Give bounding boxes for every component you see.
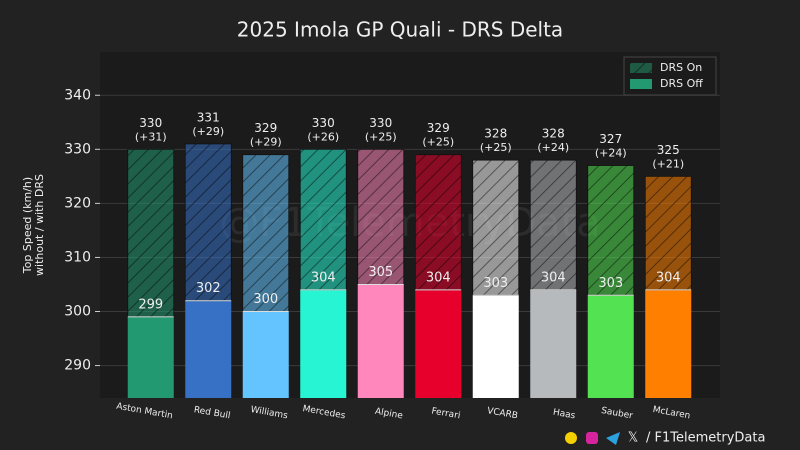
total-label: 331 (197, 110, 220, 124)
legend-label: DRS Off (660, 77, 703, 90)
y-axis-label-line: without / with DRS (33, 174, 46, 276)
bar-drs-on-hatch (529, 159, 577, 291)
y-tick-label: 320 (64, 195, 91, 211)
delta-label: (+25) (480, 141, 512, 154)
bar-drs-off (530, 289, 577, 398)
y-tick-label: 310 (64, 249, 91, 265)
bar-drs-off (300, 289, 347, 398)
delta-label: (+24) (595, 147, 627, 160)
delta-label: (+29) (192, 125, 224, 138)
bar-drs-off (185, 300, 232, 398)
y-tick-label: 290 (64, 358, 91, 374)
total-label: 330 (312, 116, 335, 130)
bar-drs-on-hatch (587, 165, 635, 296)
total-label: 330 (139, 116, 162, 130)
y-tick-label: 340 (64, 87, 91, 103)
x-tick-label: Haas (552, 408, 576, 422)
drs-off-label: 299 (138, 297, 163, 312)
bar-drs-on-hatch (184, 143, 232, 302)
drs-off-label: 305 (368, 265, 393, 280)
bar-drs-on-hatch (472, 159, 520, 296)
drs-off-label: 303 (483, 276, 508, 291)
legend-label: DRS On (660, 61, 702, 74)
y-tick-label: 300 (64, 304, 91, 320)
delta-label: (+25) (422, 136, 454, 149)
bar-drs-off (242, 311, 289, 398)
total-label: 329 (427, 121, 450, 135)
delta-label: (+24) (537, 141, 569, 154)
delta-label: (+29) (250, 136, 282, 149)
bar-drs-off (415, 289, 462, 398)
drs-off-label: 304 (541, 270, 566, 285)
total-label: 328 (484, 127, 507, 141)
bar-drs-on-hatch (299, 148, 347, 291)
bar-drs-off (645, 289, 692, 398)
y-tick-label: 330 (64, 141, 91, 157)
delta-label: (+31) (135, 130, 167, 143)
total-label: 325 (657, 143, 680, 157)
drs-off-label: 304 (311, 270, 336, 285)
bar-drs-on-hatch (357, 148, 405, 285)
y-axis-label-line: Top Speed (km/h) (21, 177, 34, 274)
drs-off-label: 304 (426, 270, 451, 285)
bar-drs-on-hatch (127, 148, 175, 318)
x-tick-label: Ferrari (431, 407, 461, 422)
legend-swatch (630, 79, 652, 89)
bar-drs-on-hatch (414, 154, 462, 291)
bar-drs-on-hatch (644, 175, 692, 291)
x-tick-label: Alpine (374, 407, 404, 422)
delta-label: (+26) (307, 130, 339, 143)
drs-off-label: 300 (253, 292, 278, 307)
drs-off-label: 302 (196, 281, 221, 296)
footer-credit: / F1TelemetryData (646, 431, 765, 446)
drs-off-label: 304 (656, 270, 681, 285)
delta-label: (+21) (652, 157, 684, 170)
bar-drs-off (357, 284, 404, 398)
total-label: 327 (599, 132, 622, 146)
delta-label: (+25) (365, 130, 397, 143)
drs-off-label: 303 (598, 276, 623, 291)
chart-title: 2025 Imola GP Quali - DRS Delta (237, 18, 563, 42)
bar-drs-on-hatch (242, 154, 290, 312)
total-label: 328 (542, 127, 565, 141)
svg-text:𝕏: 𝕏 (628, 431, 638, 446)
legend-swatch-hatch (630, 63, 652, 73)
y-axis-label: Top Speed (km/h)without / with DRS (21, 174, 46, 276)
total-label: 329 (254, 121, 277, 135)
footer-icons: 𝕏 (565, 431, 638, 446)
bar-drs-off (127, 316, 174, 398)
bar-drs-off (587, 295, 634, 398)
total-label: 330 (369, 116, 392, 130)
bar-drs-off (472, 295, 519, 398)
